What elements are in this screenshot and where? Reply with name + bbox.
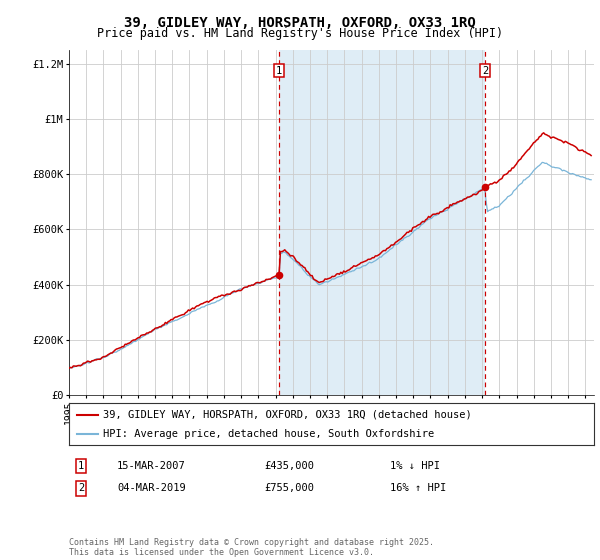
Text: 39, GIDLEY WAY, HORSPATH, OXFORD, OX33 1RQ (detached house): 39, GIDLEY WAY, HORSPATH, OXFORD, OX33 1…	[103, 409, 472, 419]
Text: 39, GIDLEY WAY, HORSPATH, OXFORD, OX33 1RQ: 39, GIDLEY WAY, HORSPATH, OXFORD, OX33 1…	[124, 16, 476, 30]
Text: HPI: Average price, detached house, South Oxfordshire: HPI: Average price, detached house, Sout…	[103, 429, 434, 439]
Text: 04-MAR-2019: 04-MAR-2019	[117, 483, 186, 493]
Text: 15-MAR-2007: 15-MAR-2007	[117, 461, 186, 471]
Text: 16% ↑ HPI: 16% ↑ HPI	[390, 483, 446, 493]
Bar	[279, 50, 485, 395]
Text: 2: 2	[78, 483, 84, 493]
Text: 1: 1	[78, 461, 84, 471]
Text: 1: 1	[276, 66, 282, 76]
Text: 1% ↓ HPI: 1% ↓ HPI	[390, 461, 440, 471]
Text: 2: 2	[482, 66, 488, 76]
Text: Contains HM Land Registry data © Crown copyright and database right 2025.
This d: Contains HM Land Registry data © Crown c…	[69, 538, 434, 557]
Text: £755,000: £755,000	[264, 483, 314, 493]
Text: Price paid vs. HM Land Registry's House Price Index (HPI): Price paid vs. HM Land Registry's House …	[97, 27, 503, 40]
Text: £435,000: £435,000	[264, 461, 314, 471]
